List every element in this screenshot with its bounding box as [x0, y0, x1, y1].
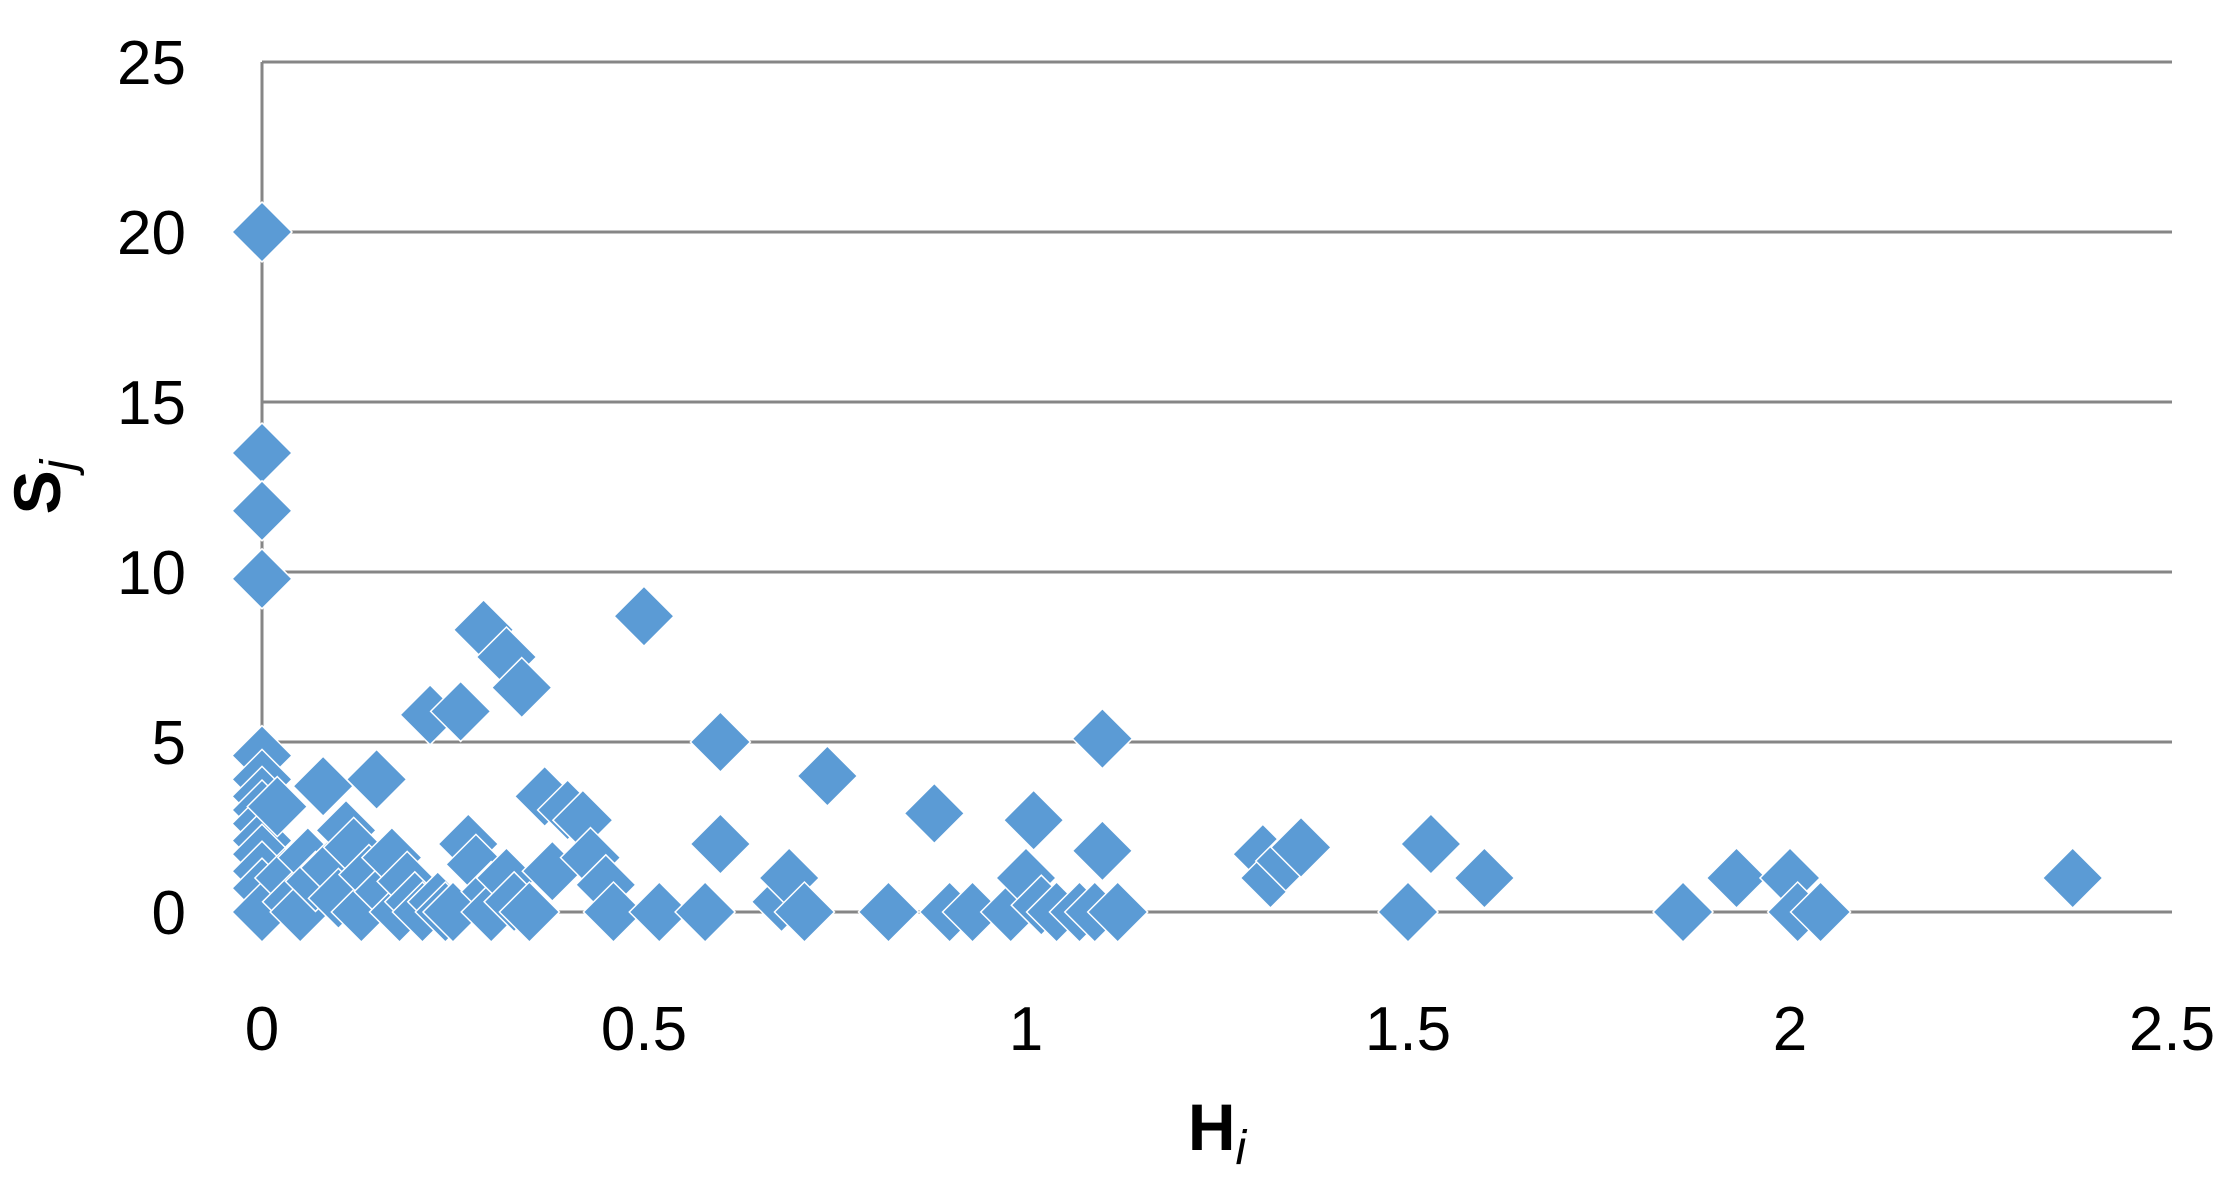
data-point [230, 479, 294, 542]
data-point [689, 812, 752, 876]
data-point [1086, 880, 1149, 944]
data-point [796, 744, 859, 808]
data-point [582, 880, 645, 944]
data-point [230, 421, 294, 485]
y-tick-labels: 0 5 10 15 20 25 [117, 29, 186, 948]
gridlines [262, 60, 2172, 914]
data-point [1399, 812, 1462, 876]
x-tick-label: 1 [1009, 995, 1043, 1064]
x-axis-title-subscript: i [1236, 1122, 1248, 1175]
data-point [674, 880, 737, 944]
y-tick-label: 20 [117, 199, 186, 268]
data-point [292, 755, 355, 818]
data-point [773, 880, 836, 944]
y-tick-label: 25 [117, 29, 186, 98]
data-point [429, 680, 492, 743]
data-point [903, 782, 966, 845]
x-tick-label: 0.5 [601, 995, 687, 1064]
x-tick-label: 2 [1773, 995, 1807, 1064]
x-tick-label: 2.5 [2129, 995, 2215, 1064]
data-point [230, 200, 294, 264]
data-points [230, 200, 2104, 944]
data-point [1071, 707, 1134, 770]
y-tick-label: 15 [117, 369, 186, 438]
data-point [498, 880, 561, 944]
data-point [1002, 789, 1065, 852]
data-point [230, 547, 294, 610]
data-point [1705, 846, 1768, 910]
data-point [1789, 880, 1852, 944]
x-tick-labels: 0 0.5 1 1.5 2 2.5 [245, 995, 2215, 1064]
data-point [1376, 880, 1440, 944]
data-point [490, 656, 553, 719]
data-point [1269, 816, 1333, 879]
y-tick-label: 0 [152, 879, 186, 948]
data-point [1453, 846, 1516, 910]
data-point [689, 710, 752, 774]
data-point [628, 880, 691, 944]
y-axis-title: Sj [0, 458, 85, 514]
x-tick-label: 1.5 [1365, 995, 1451, 1064]
y-axis-title-main: S [0, 470, 74, 514]
x-axis-title: Hi [1188, 1090, 1248, 1175]
data-point [612, 585, 676, 648]
x-axis-title-main: H [1188, 1090, 1236, 1164]
data-point [1071, 819, 1134, 882]
y-tick-label: 10 [117, 539, 186, 608]
data-point [857, 880, 920, 944]
y-tick-label: 5 [152, 709, 186, 778]
data-point [1651, 880, 1715, 944]
data-point [246, 775, 309, 838]
data-point [2041, 846, 2104, 910]
x-tick-label: 0 [245, 995, 279, 1064]
data-point [345, 748, 408, 811]
